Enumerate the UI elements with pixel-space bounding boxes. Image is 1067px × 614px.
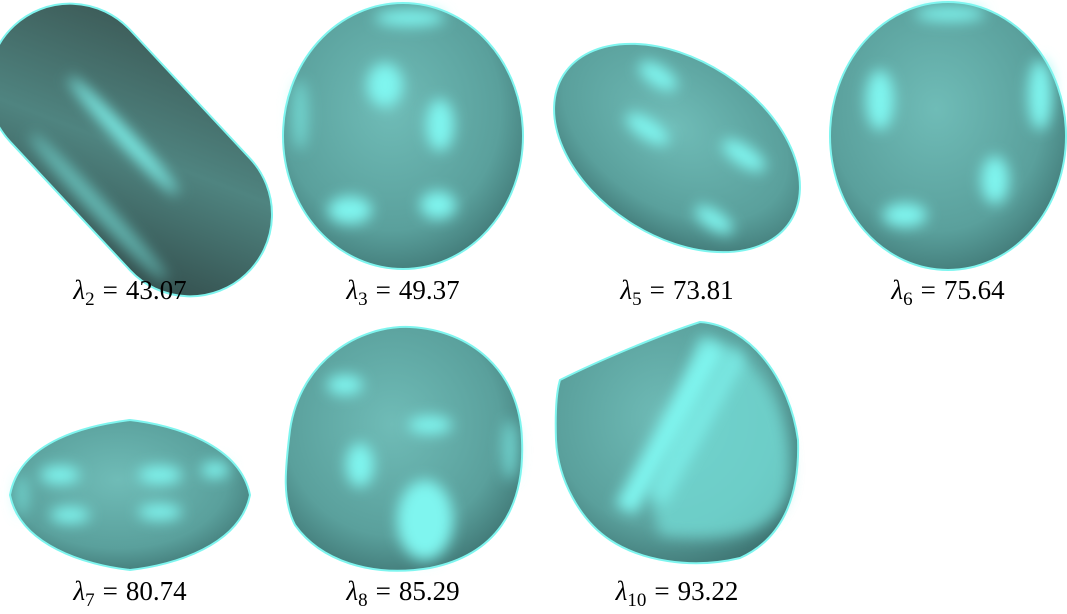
relation: = — [103, 576, 118, 606]
relation: = — [376, 576, 391, 606]
panel-label: λ5 = 73.81 — [619, 275, 733, 310]
shape-3 — [282, 2, 524, 270]
eigenvalue: 73.81 — [673, 275, 734, 305]
subscript: 10 — [627, 590, 646, 611]
relation: = — [650, 275, 665, 305]
eigenvalue: 49.37 — [399, 275, 460, 305]
panel-label: λ10 = 93.22 — [615, 576, 739, 611]
subscript: 5 — [632, 289, 642, 310]
symbol: λ — [619, 275, 632, 305]
shape-10 — [554, 320, 800, 565]
symbol: λ — [615, 576, 628, 606]
eigenvalue: 93.22 — [678, 576, 739, 606]
subscript: 2 — [85, 289, 95, 310]
shape-2 — [0, 2, 274, 298]
relation: = — [103, 275, 118, 305]
panel-label: λ2 = 43.07 — [72, 275, 186, 310]
eigenvalue: 85.29 — [399, 576, 460, 606]
symbol: λ — [345, 275, 358, 305]
shape-7 — [8, 418, 252, 572]
relation: = — [654, 576, 669, 606]
shape-6 — [829, 1, 1067, 271]
symbol: λ — [345, 576, 358, 606]
symbol: λ — [72, 576, 85, 606]
symbol: λ — [890, 275, 903, 305]
shape-5 — [553, 42, 801, 254]
relation: = — [376, 275, 391, 305]
shape-8 — [284, 325, 524, 572]
panel-label: λ7 = 80.74 — [72, 576, 187, 611]
eigenvalue: 80.74 — [126, 576, 187, 606]
subscript: 6 — [903, 289, 913, 310]
subscript: 7 — [85, 590, 95, 611]
relation: = — [921, 275, 936, 305]
eigenvalue: 75.64 — [944, 275, 1005, 305]
panel-label: λ8 = 85.29 — [345, 576, 459, 611]
subscript: 8 — [358, 590, 368, 611]
subscript: 3 — [358, 289, 368, 310]
symbol: λ — [72, 275, 85, 305]
panel-label: λ6 = 75.64 — [890, 275, 1005, 310]
eigenvalue: 43.07 — [126, 275, 187, 305]
panel-label: λ3 = 49.37 — [345, 275, 459, 310]
